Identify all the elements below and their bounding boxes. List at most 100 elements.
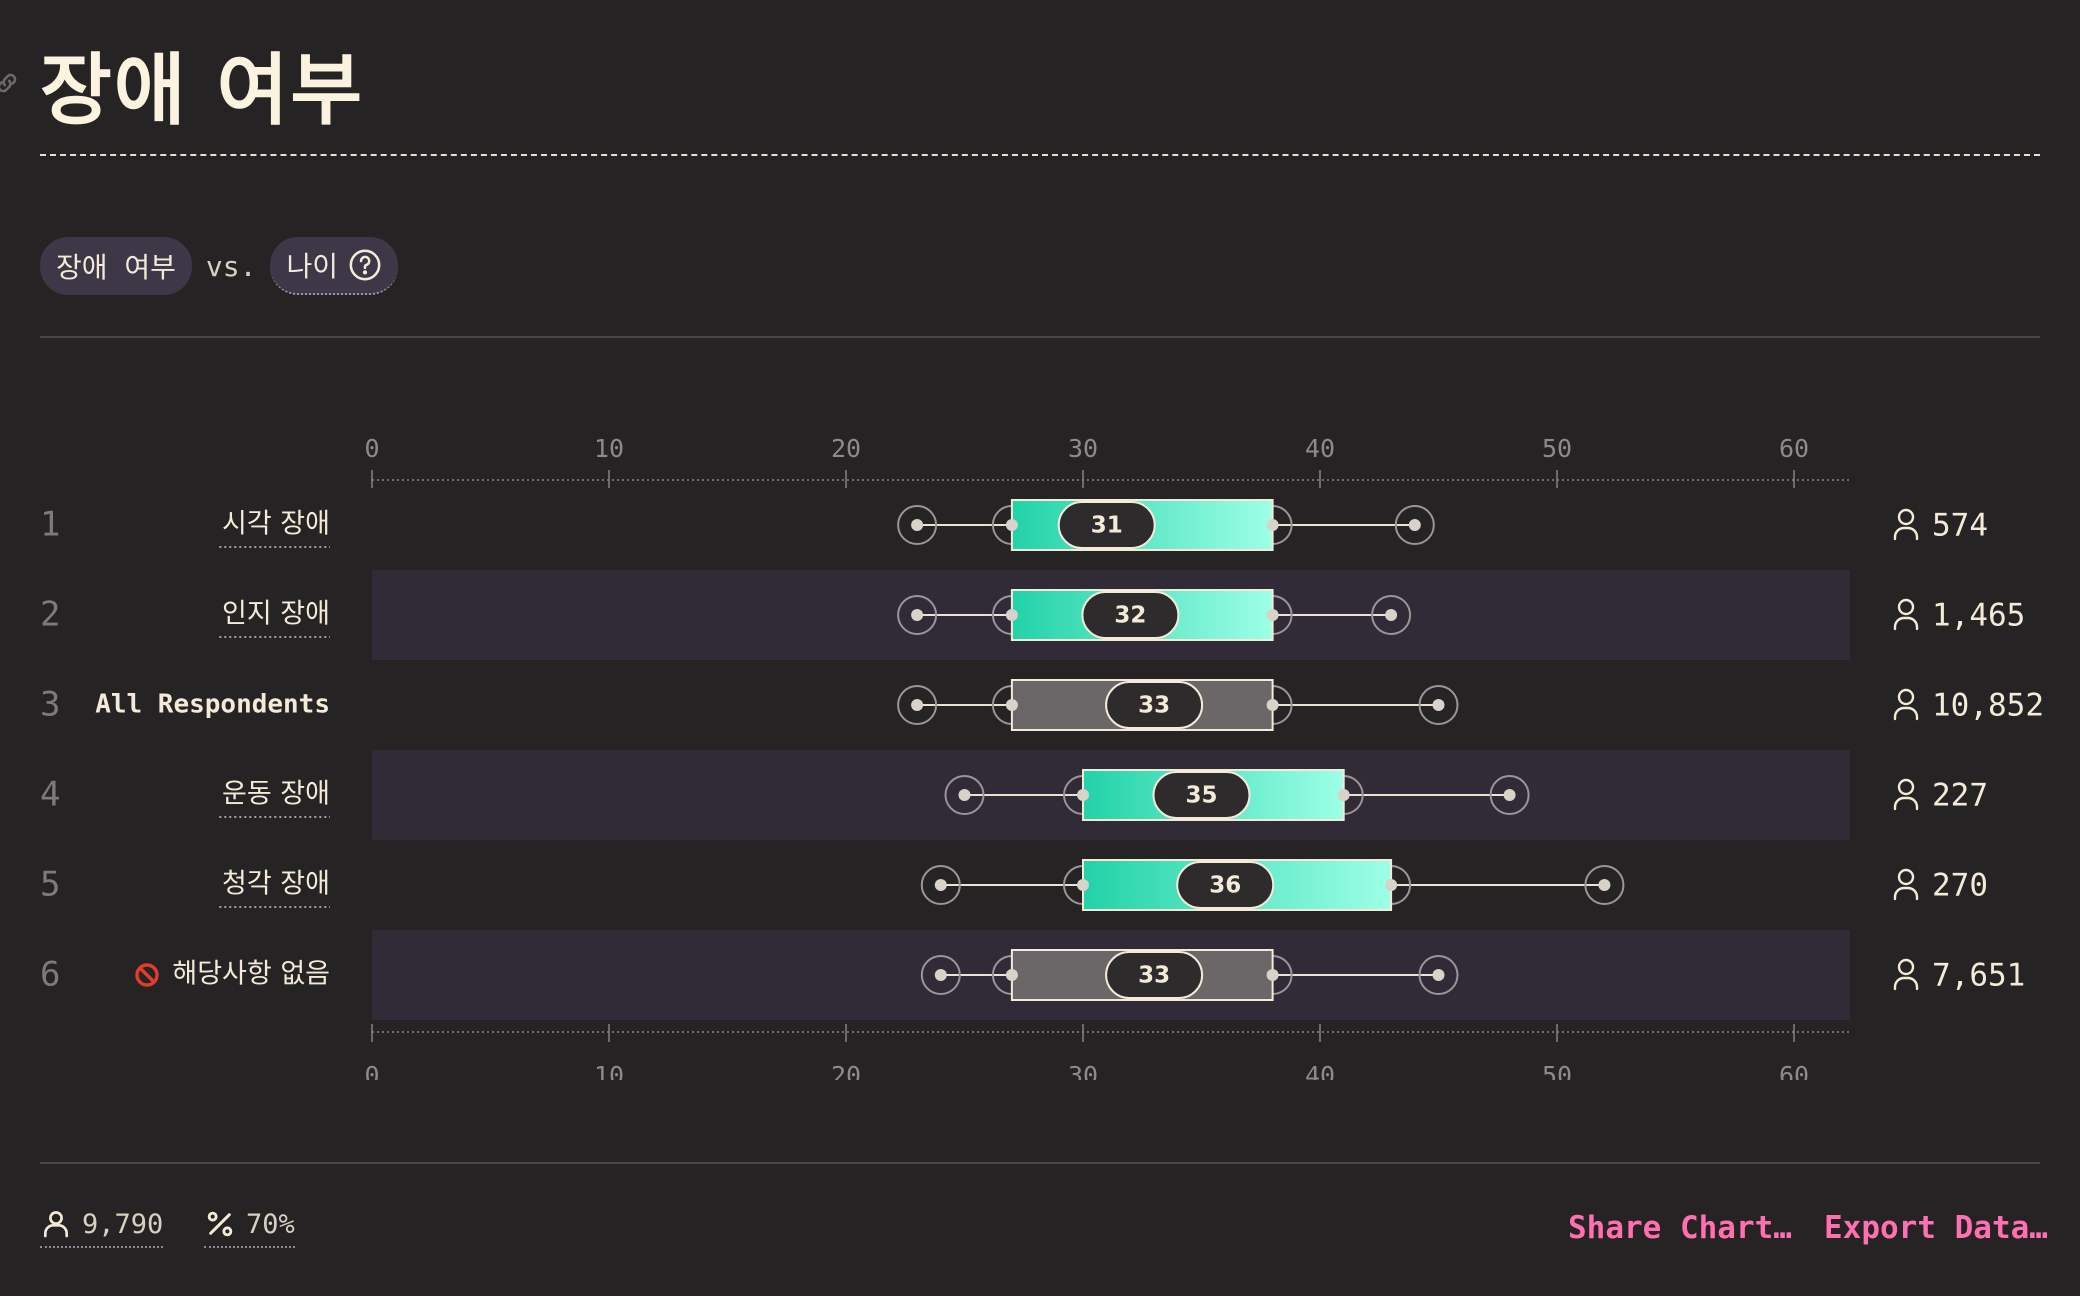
median-label: 36 [1209, 873, 1241, 899]
row-label[interactable]: 시각 장애 [222, 509, 330, 540]
row-rank: 5 [40, 865, 60, 905]
whisker-end-dot [911, 699, 924, 711]
box-row: 3 All Respondents 33 10,852 [40, 679, 2044, 731]
whisker-end-dot [1408, 519, 1421, 531]
whisker-end-dot [1432, 969, 1445, 981]
quartile-dot [1266, 609, 1279, 621]
median-pill [1105, 951, 1204, 999]
whisker-end-ring [897, 505, 938, 545]
section-divider [40, 336, 2040, 338]
top-axis-tick-label: 0 [364, 434, 379, 463]
person-icon [1893, 688, 1919, 721]
whisker-end-dot [958, 789, 971, 801]
median-pill [1176, 861, 1275, 909]
whisker-end-ring [1371, 595, 1412, 635]
row-rank: 3 [40, 685, 60, 725]
row-rank: 4 [40, 775, 60, 815]
response-rate[interactable]: 70% [204, 1208, 295, 1248]
quartile-dot [1385, 879, 1398, 891]
whisker-end-dot [934, 969, 947, 981]
top-axis-tick-label: 60 [1779, 434, 1809, 463]
respondent-total[interactable]: 9,790 [40, 1208, 164, 1248]
link-icon[interactable] [0, 70, 20, 96]
quartile-dot [1077, 789, 1089, 801]
median-pill [1081, 591, 1180, 639]
row-label[interactable]: All Respondents [95, 690, 330, 720]
bottom-axis-tick-label: 40 [1305, 1061, 1335, 1080]
top-axis-tick-label: 20 [831, 434, 861, 463]
median-label: 33 [1138, 693, 1170, 719]
median-label: 33 [1138, 963, 1170, 989]
whisker-end-ring [944, 775, 985, 815]
top-axis-tick-label: 50 [1542, 434, 1572, 463]
person-icon [44, 1211, 68, 1238]
footer-divider [40, 1162, 2040, 1164]
whisker-end-ring [1418, 685, 1459, 725]
median-pill [1057, 501, 1156, 549]
whisker-end-ring [897, 595, 938, 635]
secondary-variable-label: 나이 [286, 250, 339, 283]
whisker-end-dot [1503, 789, 1516, 801]
bottom-axis-tick-label: 30 [1068, 1061, 1098, 1080]
row-rank: 6 [40, 955, 60, 995]
no-entry-icon [135, 963, 159, 987]
secondary-variable-pill[interactable]: 나이 [270, 237, 399, 295]
whisker-end-dot [934, 879, 947, 891]
response-rate-value: 70% [246, 1208, 295, 1240]
person-icon [1893, 598, 1919, 631]
whisker-end-ring [1418, 955, 1459, 995]
person-icon [1893, 508, 1919, 541]
bottom-axis-tick-label: 50 [1542, 1061, 1572, 1080]
box-row: 4 운동 장애 35 227 [40, 769, 1988, 821]
top-axis-tick-label: 40 [1305, 434, 1335, 463]
primary-variable-pill[interactable]: 장애 여부 [40, 237, 192, 295]
bottom-axis-tick-label: 20 [831, 1061, 861, 1080]
quartile-dot [1337, 789, 1350, 801]
quartile-dot [1077, 879, 1089, 891]
box-row: 2 인지 장애 32 1,465 [40, 589, 2025, 641]
box-row: 1 시각 장애 31 574 [40, 499, 1988, 551]
whisker-end-ring [920, 865, 961, 905]
variable-selector: 장애 여부 vs. 나이 [40, 236, 399, 296]
whisker-end-dot [911, 519, 924, 531]
whisker-end-dot [911, 609, 924, 621]
quartile-dot [1005, 609, 1018, 621]
box-row: 5 청각 장애 36 270 [40, 859, 1988, 911]
percent-icon [207, 1211, 233, 1237]
respondent-total-value: 9,790 [82, 1208, 164, 1240]
top-axis-tick-label: 10 [594, 434, 624, 463]
row-rank: 1 [40, 505, 60, 545]
median-label: 31 [1091, 513, 1123, 539]
row-count: 10,852 [1932, 688, 2044, 724]
row-label[interactable]: 청각 장애 [222, 869, 330, 900]
row-count: 1,465 [1932, 598, 2025, 634]
whisker-end-dot [1598, 879, 1611, 891]
quartile-dot [1266, 519, 1279, 531]
row-label[interactable]: 인지 장애 [222, 599, 330, 630]
person-icon [1893, 868, 1919, 901]
median-label: 32 [1114, 603, 1146, 629]
bottom-axis-tick-label: 10 [594, 1061, 624, 1080]
whisker-end-ring [1584, 865, 1625, 905]
share-chart-button[interactable]: Share Chart… [1568, 1210, 1792, 1246]
help-icon[interactable] [348, 248, 382, 282]
row-rank: 2 [40, 595, 60, 635]
quartile-dot [1005, 969, 1018, 981]
median-label: 35 [1185, 783, 1217, 809]
quartile-dot [1005, 519, 1018, 531]
person-icon [1893, 958, 1919, 991]
median-pill [1152, 771, 1251, 819]
row-label[interactable]: 운동 장애 [222, 779, 330, 810]
title-divider [40, 154, 2040, 156]
person-icon [1893, 778, 1919, 811]
whisker-end-ring [897, 685, 938, 725]
bottom-axis-tick-label: 60 [1779, 1061, 1809, 1080]
top-axis-tick-label: 30 [1068, 434, 1098, 463]
row-count: 574 [1932, 508, 1988, 544]
row-count: 227 [1932, 778, 1988, 814]
row-label[interactable]: 해당사항 없음 [172, 959, 330, 990]
whisker-end-ring [920, 955, 961, 995]
export-data-button[interactable]: Export Data… [1824, 1210, 2048, 1246]
quartile-dot [1005, 699, 1018, 711]
median-pill [1105, 681, 1204, 729]
